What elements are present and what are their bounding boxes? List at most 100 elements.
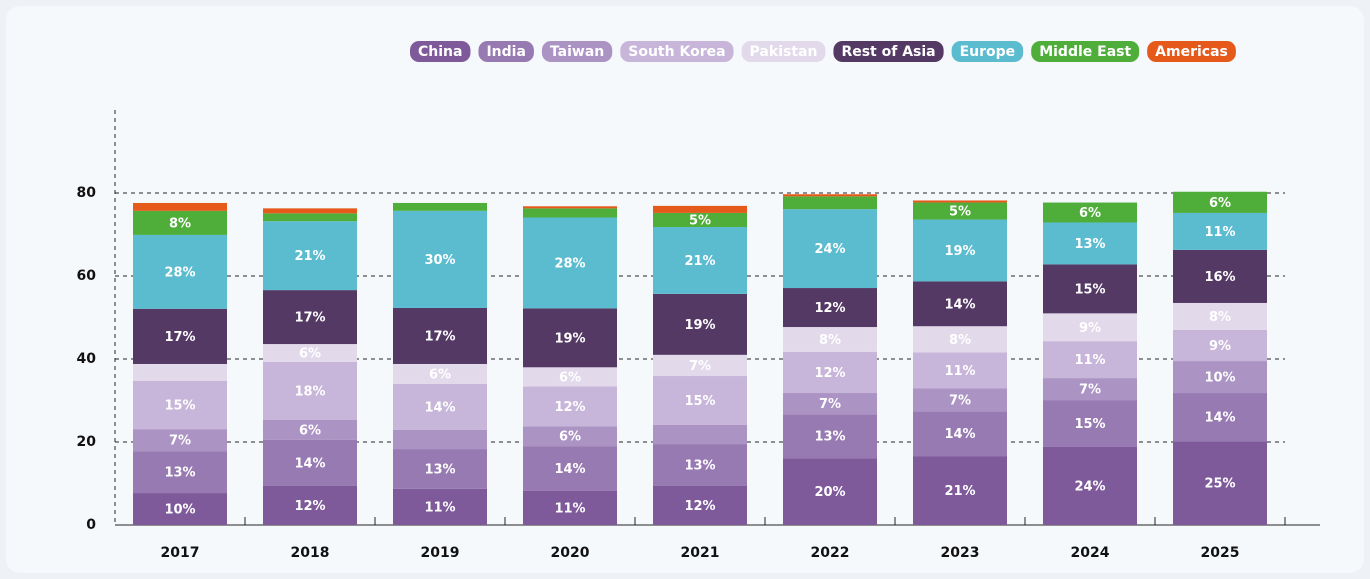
bar-segment: [1173, 361, 1267, 394]
data-label: 7%: [949, 393, 971, 408]
bar-segment: [263, 439, 357, 486]
bar-segment: [783, 209, 877, 289]
data-label: 14%: [554, 462, 585, 477]
data-label: 13%: [1074, 237, 1105, 252]
data-label: 15%: [1074, 282, 1105, 297]
bar-segment: [913, 281, 1007, 327]
bar-segment: [1173, 393, 1267, 442]
data-label: 12%: [814, 301, 845, 316]
data-label: 11%: [944, 364, 975, 379]
data-label: 6%: [1079, 206, 1101, 221]
legend-swatch: [833, 41, 944, 62]
data-label: 11%: [1074, 353, 1105, 368]
data-label: 5%: [949, 205, 971, 220]
data-label: 21%: [294, 249, 325, 264]
data-label: 30%: [424, 253, 455, 268]
bar-segment: [1043, 202, 1137, 223]
bar-segment: [393, 429, 487, 450]
data-label: 9%: [1079, 321, 1101, 336]
bar-segment: [523, 217, 617, 309]
bar-segment: [1173, 249, 1267, 303]
data-label: 24%: [1074, 479, 1105, 494]
legend-label: Middle East: [1039, 44, 1131, 60]
bar-segment: [1173, 441, 1267, 525]
bar-segment: [653, 205, 747, 213]
bar-segment: [263, 290, 357, 345]
data-label: 16%: [1204, 270, 1235, 285]
data-label: 8%: [949, 333, 971, 348]
bar-segment: [133, 202, 227, 211]
bar-segment: [133, 429, 227, 452]
x-tick-label: 2017: [161, 545, 200, 561]
bar-segment: [783, 194, 877, 197]
legend-label: Pakistan: [750, 44, 818, 60]
bar-segment: [1043, 313, 1137, 342]
bar-segment: [1173, 191, 1267, 213]
bar-segment: [783, 351, 877, 394]
data-label: 12%: [684, 499, 715, 514]
legend-swatch: [410, 41, 471, 62]
bar-segment: [523, 426, 617, 447]
x-tick-label: 2021: [681, 545, 720, 561]
legend-swatch: [951, 41, 1024, 62]
bar-segment: [393, 383, 487, 430]
data-label: 17%: [294, 311, 325, 326]
bar-segment: [913, 388, 1007, 412]
data-label: 11%: [1204, 225, 1235, 240]
legend-label: South Korea: [628, 44, 725, 60]
data-label: 14%: [944, 427, 975, 442]
bar-segment: [133, 210, 227, 235]
bar-segment: [1043, 400, 1137, 447]
legend-swatch: [541, 41, 613, 62]
bar-segment: [913, 219, 1007, 282]
data-label: 7%: [169, 434, 191, 449]
y-tick-label: 80: [77, 185, 97, 201]
data-label: 12%: [554, 400, 585, 415]
x-tick-label: 2018: [291, 545, 330, 561]
legend-swatch: [620, 41, 734, 62]
bar-segment: [263, 221, 357, 291]
bar-segment: [1043, 446, 1137, 525]
data-label: 6%: [299, 346, 321, 361]
data-label: 24%: [814, 242, 845, 257]
legend-label: India: [486, 44, 525, 60]
bar-segment: [263, 420, 357, 440]
data-label: 15%: [1074, 417, 1105, 432]
data-label: 6%: [559, 430, 581, 445]
data-label: 19%: [944, 244, 975, 259]
data-label: 21%: [684, 254, 715, 269]
bar-segment: [913, 200, 1007, 203]
bar-segment: [263, 213, 357, 222]
y-tick-label: 40: [77, 351, 97, 367]
legend-swatch: [741, 41, 826, 62]
bar-segment: [133, 380, 227, 430]
bar-segment: [653, 444, 747, 486]
bar-segment: [133, 363, 227, 381]
data-label: 25%: [1204, 477, 1235, 492]
bar-segment: [913, 352, 1007, 389]
x-tick-label: 2020: [551, 545, 590, 561]
bar-segment: [523, 206, 617, 209]
bar-segment: [653, 212, 747, 228]
data-label: 8%: [169, 216, 191, 231]
bar-segment: [1043, 378, 1137, 401]
data-label: 18%: [294, 384, 325, 399]
x-tick-label: 2023: [941, 545, 980, 561]
bar-segment: [783, 196, 877, 210]
bar-segment: [783, 288, 877, 328]
x-tick-label: 2019: [421, 545, 460, 561]
data-label: 14%: [944, 297, 975, 312]
bar-segment: [263, 208, 357, 214]
x-tick-label: 2025: [1201, 545, 1240, 561]
bar-segment: [523, 490, 617, 525]
bar-segment: [133, 451, 227, 494]
y-tick-label: 0: [86, 517, 96, 533]
data-label: 6%: [559, 370, 581, 385]
x-tick-label: 2022: [811, 545, 850, 561]
data-label: 14%: [294, 456, 325, 471]
data-label: 28%: [554, 256, 585, 271]
bar-segment: [523, 386, 617, 427]
bar-segment: [1173, 212, 1267, 250]
data-label: 19%: [684, 318, 715, 333]
